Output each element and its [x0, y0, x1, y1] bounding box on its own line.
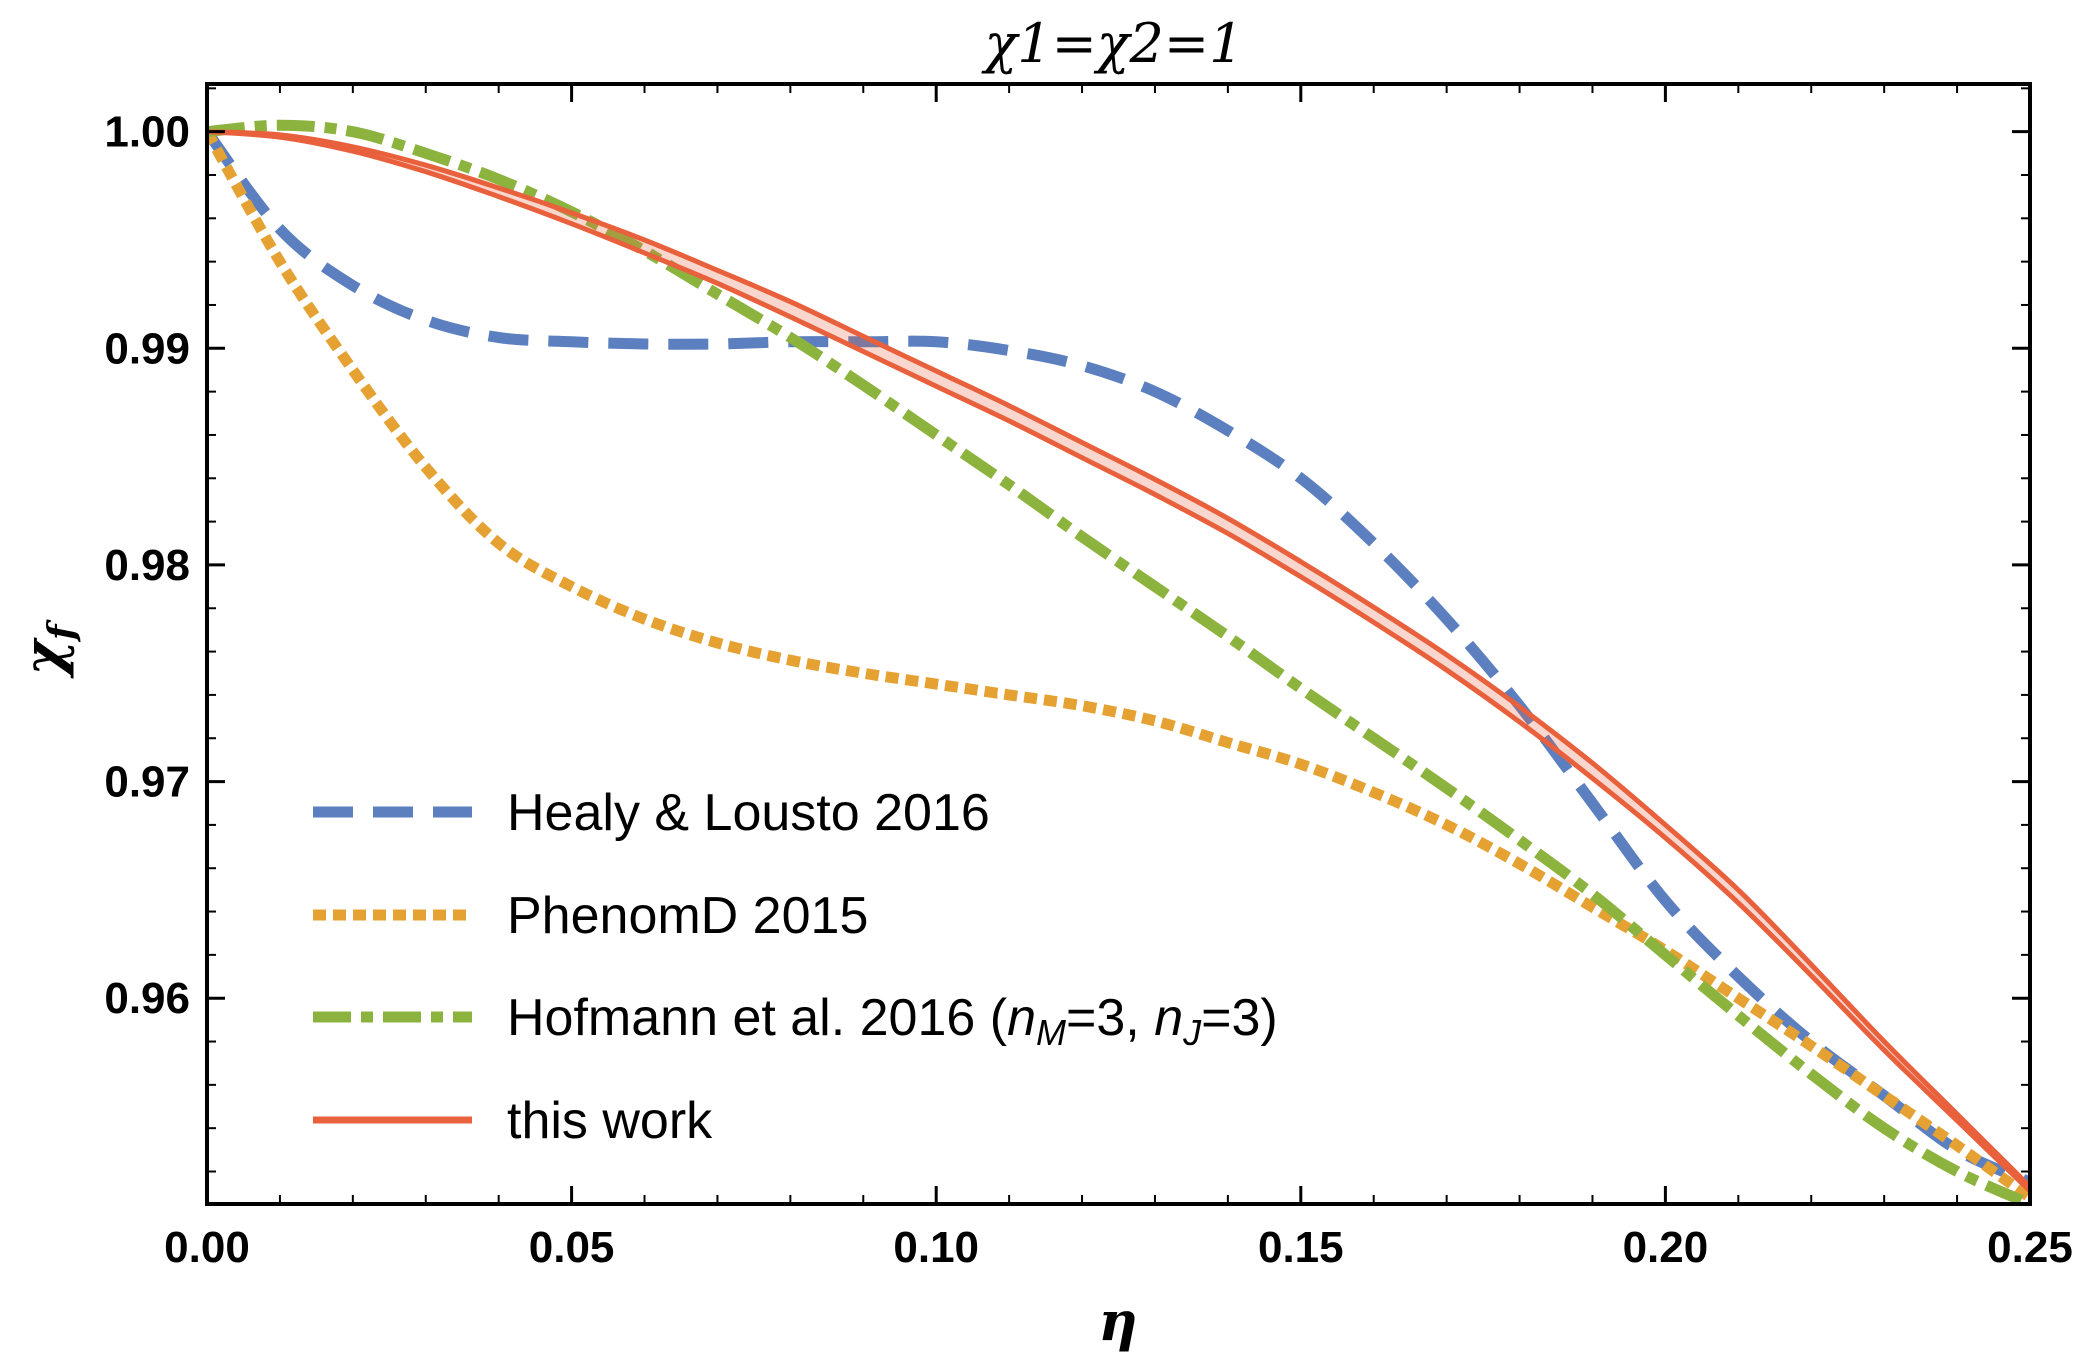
x-tick-label: 0.00 — [164, 1223, 250, 1272]
legend-label-phenomd: PhenomD 2015 — [507, 887, 868, 945]
x-tick-label: 0.10 — [893, 1223, 979, 1272]
series-hofmann — [207, 119, 2030, 1204]
x-axis-label: η — [1098, 1289, 1137, 1353]
legend-label-hofmann: Hofmann et al. 2016 (nM=3, nJ=3) — [507, 989, 1278, 1053]
plot-frame — [205, 82, 2032, 1206]
series-this-work-lower — [207, 129, 2030, 1194]
y-tick-label: 1.00 — [104, 108, 190, 157]
chart-title: χ1=χ2=1 — [980, 12, 1243, 75]
y-tick-label: 0.96 — [104, 974, 190, 1023]
y-tick-label: 0.97 — [104, 758, 190, 807]
legend-label-this-work: this work — [507, 1092, 713, 1150]
series-this-work-upper — [207, 129, 2030, 1190]
legend: Healy & Lousto 2016 PhenomD 2015 Hofmann… — [313, 784, 1278, 1150]
x-tick-label: 0.20 — [1623, 1223, 1709, 1272]
legend-label-healy-lousto: Healy & Lousto 2016 — [507, 784, 990, 842]
y-axis-ticks: 0.96 0.97 0.98 0.99 1.00 — [104, 87, 2030, 1173]
x-axis-ticks: 0.00 0.05 0.10 0.15 0.20 0.25 — [164, 84, 2073, 1272]
x-tick-label: 0.15 — [1258, 1223, 1344, 1272]
x-tick-label: 0.25 — [1987, 1223, 2073, 1272]
x-tick-label: 0.05 — [529, 1223, 615, 1272]
series-healy-lousto — [207, 128, 2030, 1188]
y-tick-label: 0.99 — [104, 324, 190, 373]
y-tick-label: 0.98 — [104, 541, 190, 590]
series-layer — [207, 119, 2030, 1204]
y-axis-label-main: χ — [11, 637, 75, 680]
